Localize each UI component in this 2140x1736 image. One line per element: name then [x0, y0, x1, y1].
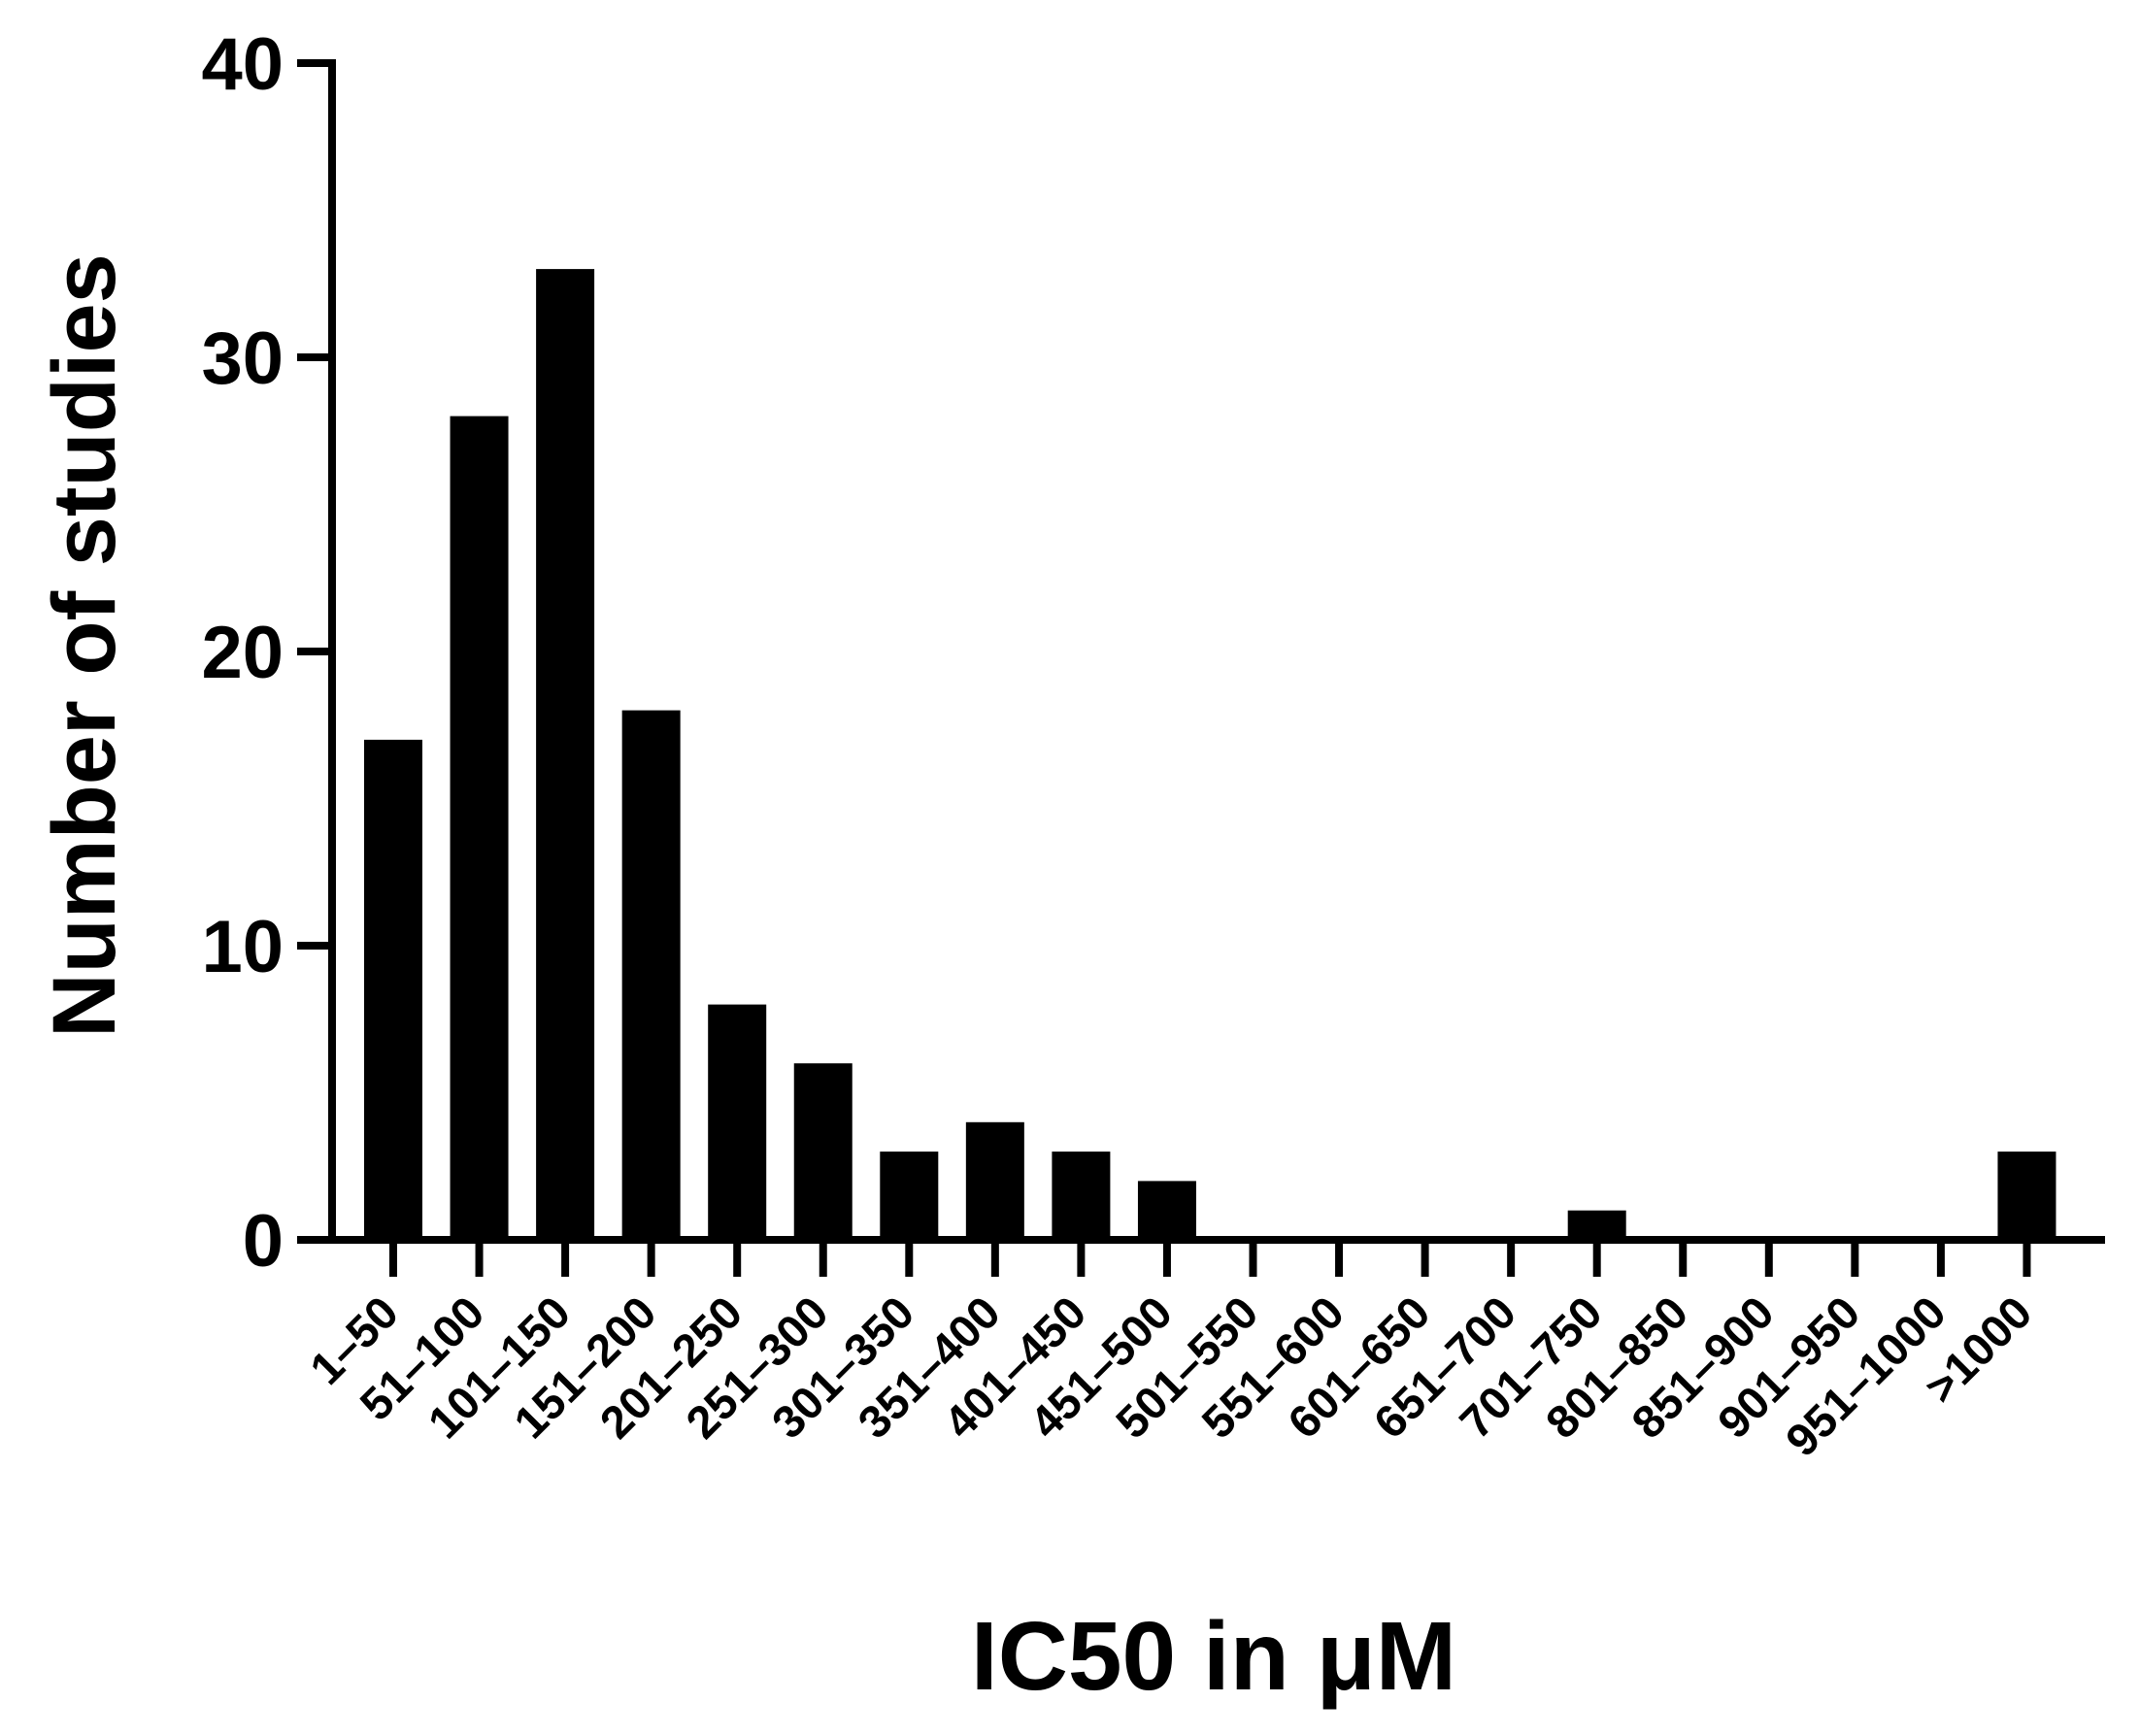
bar — [708, 1004, 767, 1240]
bar — [793, 1063, 853, 1240]
bar — [1567, 1210, 1626, 1240]
y-tick-label: 30 — [201, 317, 284, 400]
y-axis-title: Number of studies — [35, 253, 134, 1038]
x-axis-ticks: 1–5051–100101–150151–200201–250251–30030… — [300, 1240, 2042, 1466]
bar — [621, 710, 681, 1240]
bar — [880, 1152, 939, 1240]
y-tick-label: 0 — [243, 1200, 284, 1283]
bar — [1997, 1152, 2056, 1240]
y-tick-label: 10 — [201, 906, 284, 988]
bar — [450, 416, 509, 1241]
bar — [364, 739, 422, 1240]
x-axis-title: IC50 in μM — [971, 1602, 1456, 1711]
bar — [536, 269, 595, 1241]
bar — [1052, 1152, 1111, 1240]
bar — [1137, 1181, 1196, 1240]
y-tick-label: 40 — [201, 23, 284, 106]
y-tick-label: 20 — [201, 612, 284, 694]
bars — [364, 269, 2056, 1241]
bar — [965, 1121, 1024, 1240]
y-axis-ticks: 0 10 20 30 40 — [201, 23, 332, 1283]
